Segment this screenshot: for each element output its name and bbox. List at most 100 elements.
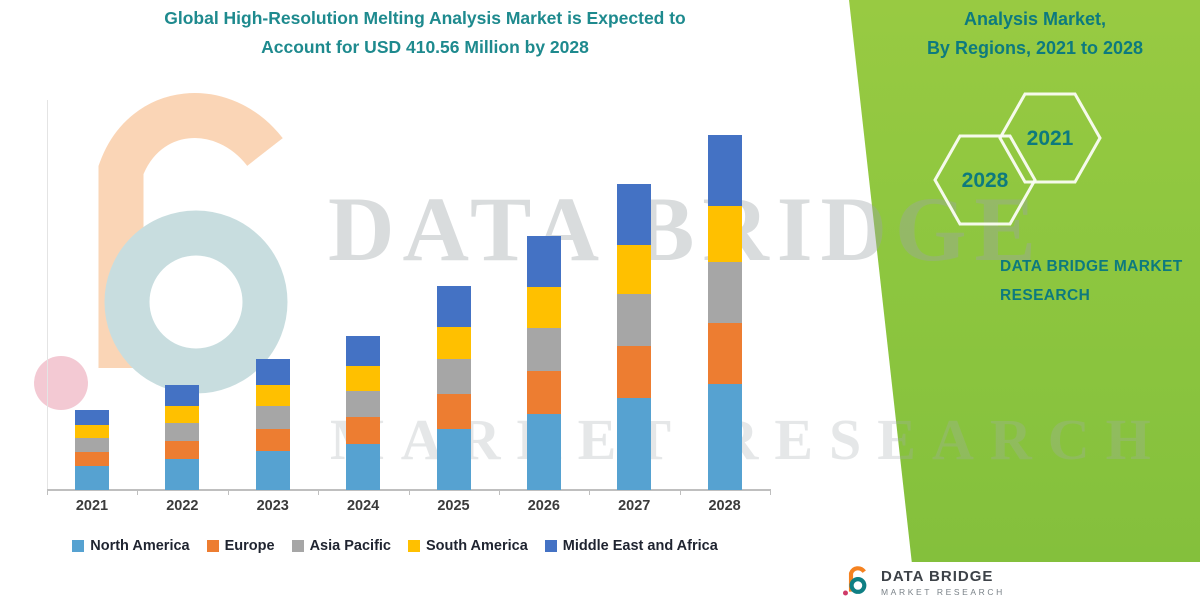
legend-swatch — [206, 540, 219, 552]
x-axis-label-2027: 2027 — [618, 498, 651, 514]
stacked-bar-2024 — [346, 336, 381, 490]
legend-item-europe: Europe — [206, 538, 275, 554]
x-axis-label-2022: 2022 — [166, 498, 199, 514]
bar-segment-europe — [707, 323, 742, 384]
chart-title-line2: Account for USD 410.56 Million by 2028 — [261, 37, 589, 57]
legend-item-south-america: South America — [408, 538, 528, 554]
stacked-bar-2023 — [255, 359, 290, 490]
bar-segment-north-america — [617, 398, 652, 490]
y-axis-line — [47, 100, 48, 490]
bar-segment-europe — [255, 428, 290, 452]
x-axis-tick — [318, 490, 320, 495]
x-axis-label-2023: 2023 — [256, 498, 289, 514]
footer-brand-name: DATA BRIDGE — [881, 568, 994, 585]
bar-segment-south-america — [165, 406, 200, 423]
x-axis-label-2021: 2021 — [75, 498, 109, 514]
bar-segment-asia-pacific — [436, 358, 471, 395]
chart-title: Global High-Resolution Melting Analysis … — [30, 4, 820, 62]
bar-segment-europe — [617, 346, 652, 399]
hexagon-2021 — [998, 92, 1102, 184]
bar-segment-middle-east-and-africa — [707, 135, 742, 206]
legend-swatch — [291, 540, 304, 552]
x-axis-label-2026: 2026 — [527, 498, 560, 514]
bar-segment-north-america — [526, 413, 561, 490]
footer-text-block: DATA BRIDGE MARKET RESEARCH — [881, 562, 1005, 597]
bar-segment-south-america — [436, 326, 471, 359]
stacked-bar-2025 — [436, 285, 471, 490]
legend-item-north-america: North America — [72, 538, 190, 554]
x-axis-tick — [770, 490, 771, 495]
bar-segment-asia-pacific — [346, 390, 381, 418]
footer-brand-strip: DATA BRIDGE MARKET RESEARCH — [818, 562, 1200, 600]
legend-item-asia-pacific: Asia Pacific — [291, 538, 391, 554]
bar-segment-europe — [436, 394, 471, 429]
legend-swatch — [544, 540, 557, 552]
watermark-text-data-bridge: DATA BRIDGE — [328, 178, 1044, 280]
bar-segment-north-america — [346, 444, 381, 490]
bar-segment-middle-east-and-africa — [346, 336, 381, 367]
bar-segment-asia-pacific — [255, 406, 290, 429]
bar-segment-europe — [346, 417, 381, 445]
bar-segment-middle-east-and-africa — [165, 385, 200, 407]
bar-segment-middle-east-and-africa — [436, 285, 471, 327]
bar-segment-asia-pacific — [75, 438, 109, 453]
bar-segment-asia-pacific — [707, 261, 742, 324]
bar-segment-europe — [526, 370, 561, 414]
bar-segment-south-america — [75, 425, 109, 439]
legend-swatch — [408, 540, 420, 552]
stacked-bar-2022 — [165, 385, 200, 490]
bar-segment-asia-pacific — [617, 293, 652, 347]
panel-brand-line2: RESEARCH — [1000, 287, 1091, 304]
x-axis-label-2024: 2024 — [346, 498, 380, 514]
legend-swatch — [72, 540, 85, 552]
chart-title-line1: Global High-Resolution Melting Analysis … — [164, 8, 686, 28]
bar-segment-north-america — [165, 458, 200, 490]
x-axis-tick — [498, 490, 500, 495]
bar-segment-europe — [75, 452, 109, 466]
bar-segment-south-america — [255, 385, 290, 407]
panel-heading-line2: By Regions, 2021 to 2028 — [926, 38, 1144, 58]
x-axis-tick — [137, 490, 139, 495]
panel-heading: Global High-Resolution Melting Analysis … — [872, 0, 1198, 63]
bar-segment-south-america — [617, 245, 652, 294]
x-axis-label-2025: 2025 — [437, 498, 470, 514]
x-axis-tick — [589, 490, 591, 495]
stacked-bar-2021 — [75, 409, 109, 490]
bar-segment-asia-pacific — [165, 422, 200, 441]
legend-label: Asia Pacific — [309, 538, 391, 554]
data-bridge-logo-icon — [842, 566, 867, 596]
legend-label: Europe — [224, 538, 275, 554]
x-axis-tick — [408, 490, 410, 495]
legend-item-middle-east-and-africa: Middle East and Africa — [544, 538, 718, 554]
hexagon-2028-label: 2028 — [962, 169, 1009, 192]
panel-heading-line1: Analysis Market, — [963, 9, 1107, 29]
hexagon-2021-label: 2021 — [1027, 127, 1074, 150]
x-axis-tick — [679, 490, 681, 495]
x-axis-label-2028: 2028 — [708, 498, 741, 514]
panel-brand-text: DATA BRIDGE MARKET RESEARCH — [1000, 252, 1183, 310]
bar-segment-south-america — [526, 286, 561, 328]
bar-segment-south-america — [707, 205, 742, 262]
bar-segment-north-america — [707, 383, 742, 490]
legend-label: Middle East and Africa — [562, 538, 718, 554]
x-axis-tick — [227, 490, 229, 495]
hexagon-2028 — [933, 134, 1037, 226]
bar-segment-north-america — [436, 428, 471, 490]
hexagon-year-badges: 2028 2021 — [933, 92, 1102, 226]
bar-segment-south-america — [346, 366, 381, 391]
legend-label: South America — [426, 538, 528, 554]
bar-segment-north-america — [255, 451, 290, 490]
panel-brand-line1: DATA BRIDGE MARKET — [1000, 258, 1183, 275]
bar-segment-middle-east-and-africa — [617, 183, 652, 246]
bar-segment-middle-east-and-africa — [75, 409, 109, 426]
bar-segment-middle-east-and-africa — [526, 235, 561, 287]
bar-segment-north-america — [75, 465, 109, 490]
bar-segment-europe — [165, 440, 200, 459]
stacked-bar-2027 — [617, 183, 652, 490]
stacked-bar-2026 — [526, 235, 561, 490]
chart-legend: North America Europe Asia Pacific South Ame… — [0, 538, 790, 554]
bar-segment-middle-east-and-africa — [255, 359, 290, 386]
